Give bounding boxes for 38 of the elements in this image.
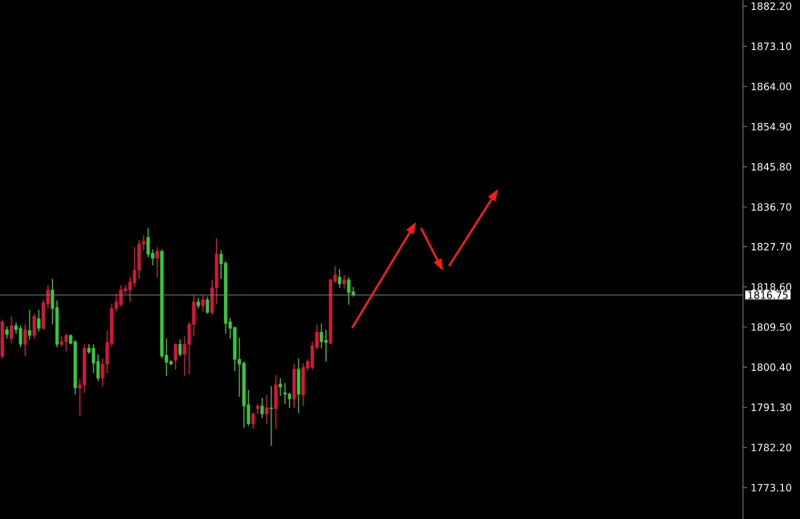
y-tick-label: 1845.80 bbox=[752, 163, 792, 171]
y-tick-label: 1800.40 bbox=[752, 363, 792, 371]
candlestick bbox=[23, 324, 27, 357]
y-tick-label: 1864.00 bbox=[752, 82, 792, 90]
candlestick bbox=[18, 325, 22, 348]
candlestick bbox=[206, 296, 210, 314]
candlestick bbox=[256, 403, 260, 414]
candlestick bbox=[32, 313, 36, 339]
ref-line-label: 1816.75 bbox=[748, 291, 788, 299]
y-tick-label: 1836.70 bbox=[752, 203, 792, 211]
y-tick-label: 1809.50 bbox=[752, 323, 792, 331]
y-tick-label: 1882.20 bbox=[752, 2, 792, 10]
candlestick bbox=[28, 309, 32, 340]
candlestick bbox=[342, 274, 346, 290]
candlestick bbox=[174, 342, 178, 370]
candlestick bbox=[5, 326, 8, 339]
y-tick-label: 1782.20 bbox=[752, 444, 792, 452]
candlestick bbox=[274, 374, 278, 430]
candlestick bbox=[178, 338, 182, 357]
candlestick bbox=[10, 316, 14, 344]
candlestick bbox=[64, 333, 68, 352]
candlestick bbox=[270, 386, 273, 446]
candlestick bbox=[283, 382, 287, 404]
candlestick bbox=[156, 246, 159, 278]
candlestick bbox=[196, 297, 200, 309]
candlestick bbox=[265, 394, 268, 424]
candlestick bbox=[37, 309, 40, 332]
y-tick-label: 1773.10 bbox=[752, 484, 792, 492]
y-tick-label: 1827.70 bbox=[752, 242, 792, 250]
candlestick bbox=[338, 268, 342, 288]
candlestick bbox=[251, 412, 255, 430]
candlestick bbox=[278, 378, 282, 396]
y-tick-label: 1791.30 bbox=[752, 404, 792, 412]
candlestick bbox=[201, 294, 204, 312]
y-tick-label: 1854.90 bbox=[752, 122, 792, 130]
y-tick-label: 1818.60 bbox=[752, 283, 792, 291]
y-tick-label: 1873.10 bbox=[752, 42, 792, 50]
candlestick bbox=[260, 398, 264, 418]
